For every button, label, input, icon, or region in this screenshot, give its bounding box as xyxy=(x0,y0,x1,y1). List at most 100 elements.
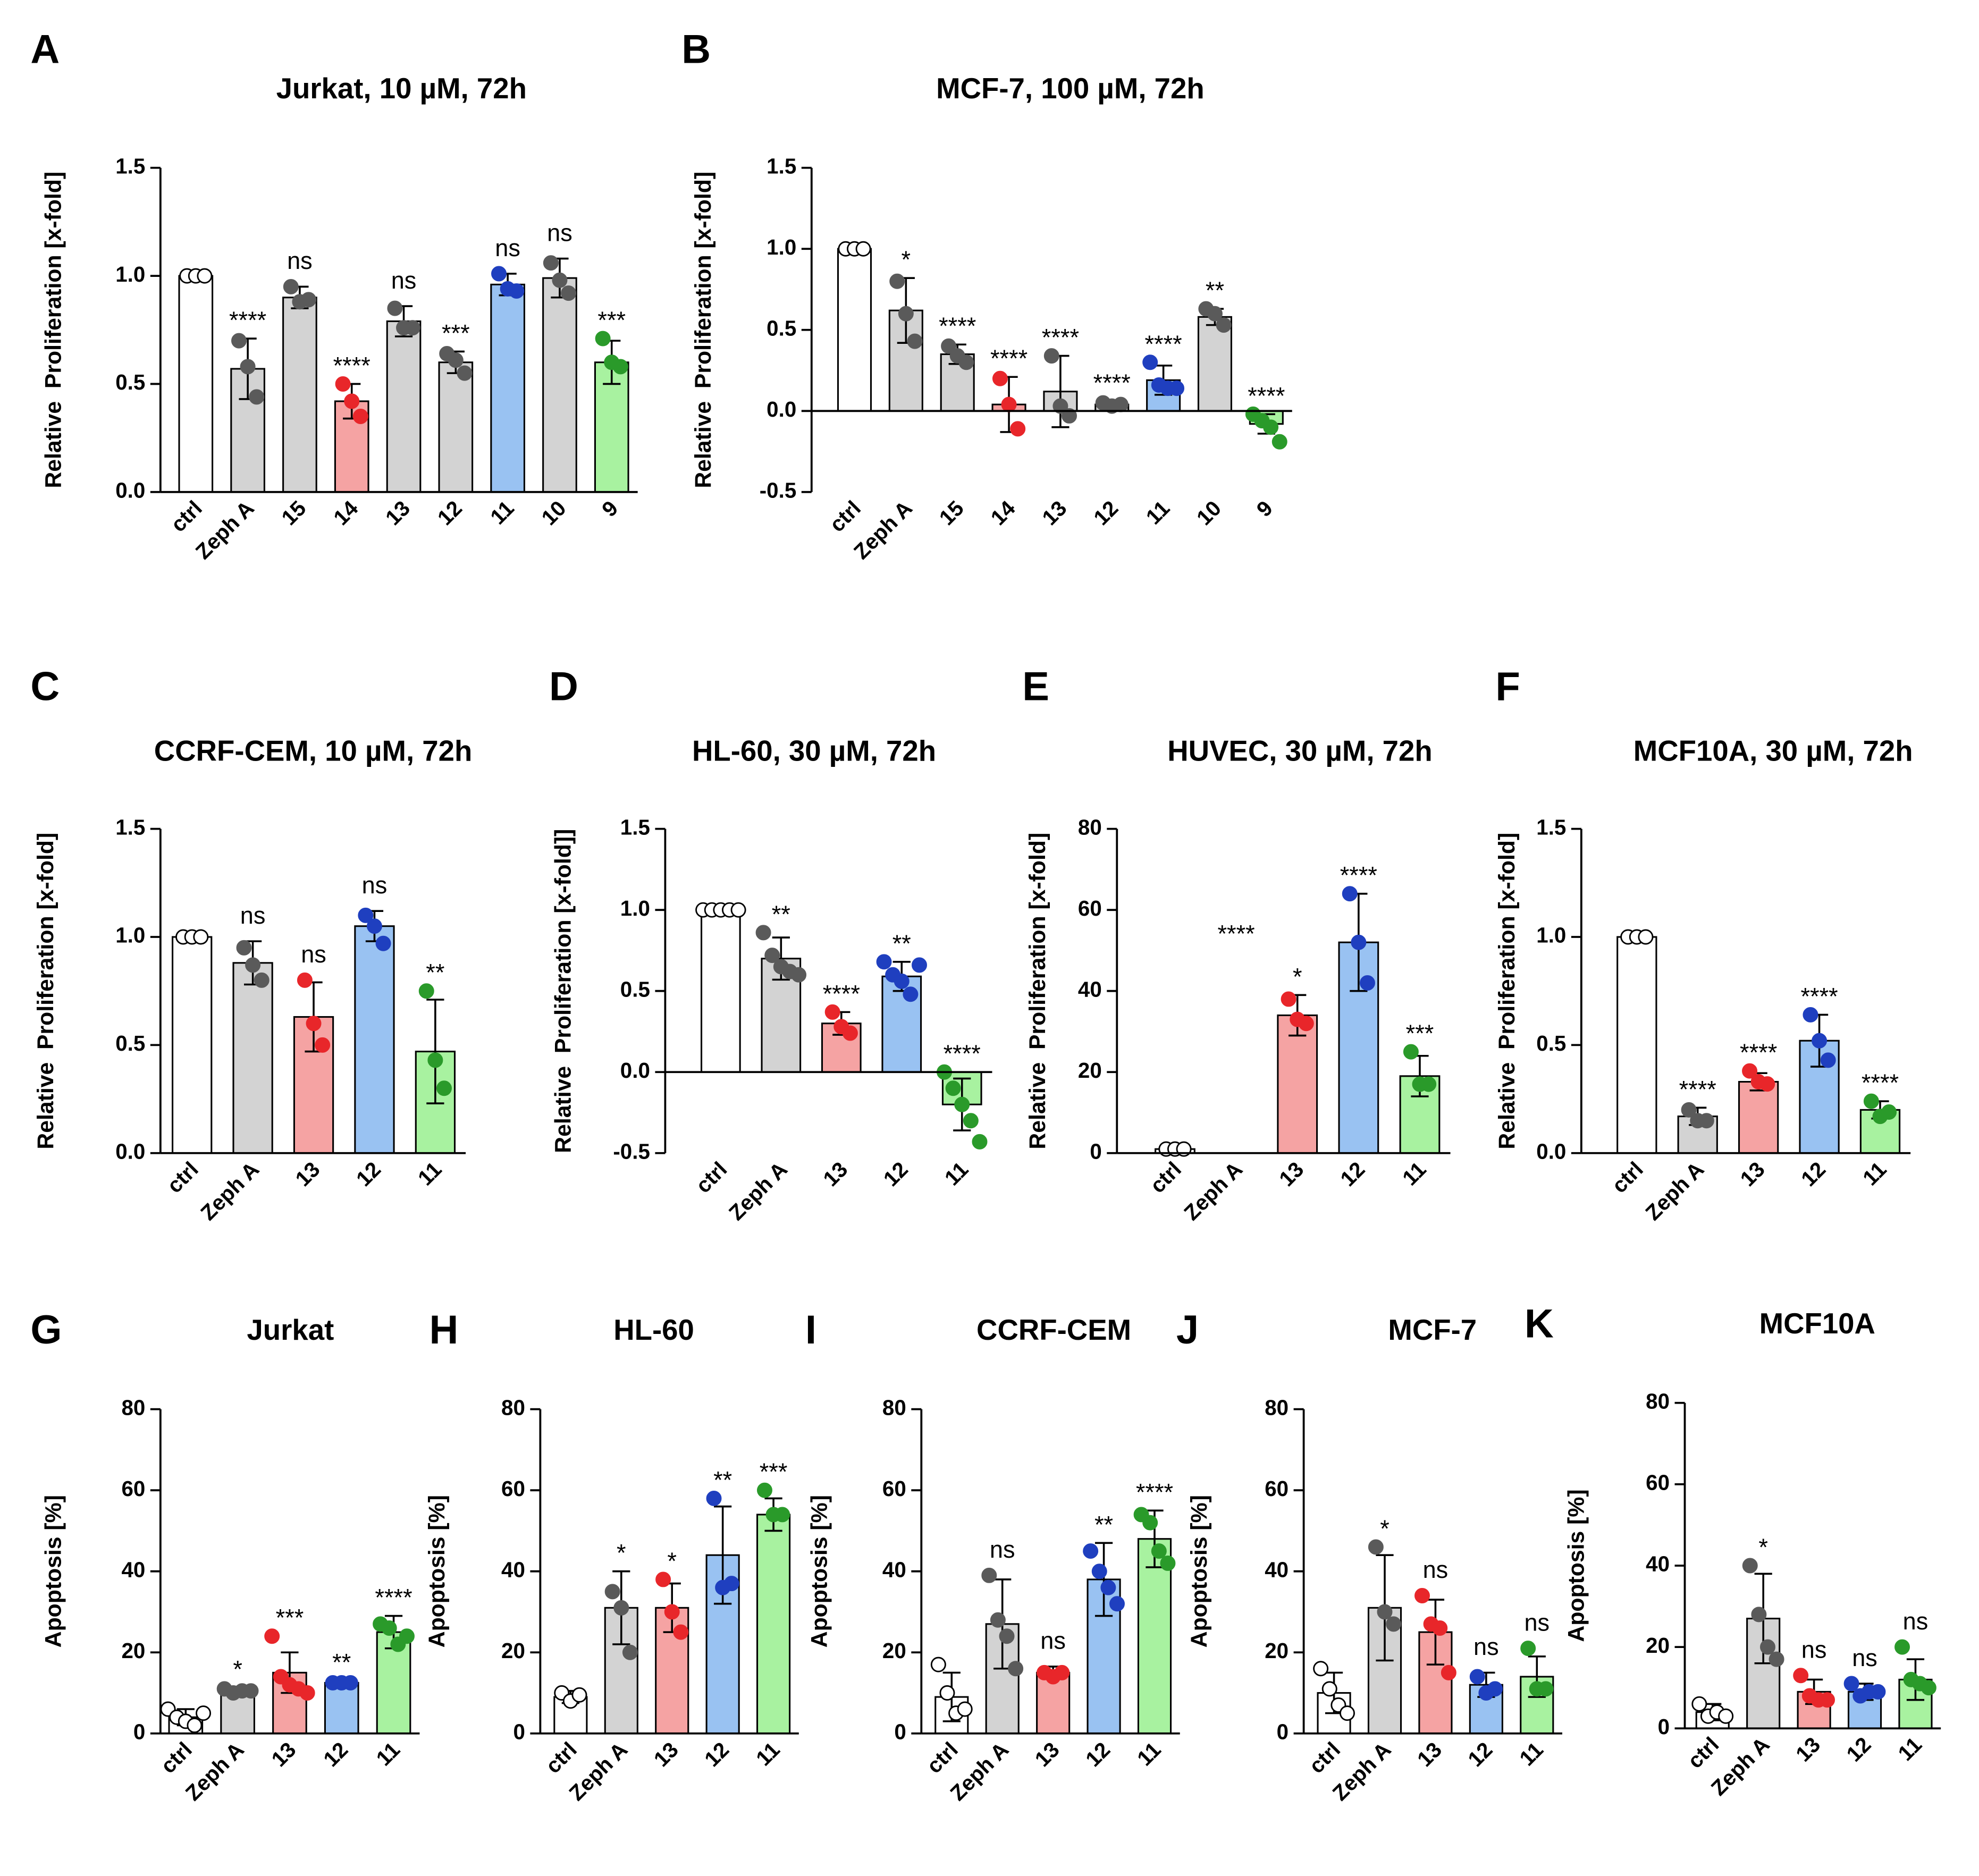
category-label: 10 xyxy=(536,496,570,530)
data-point xyxy=(992,370,1008,386)
category-label: 14 xyxy=(329,495,363,530)
data-point xyxy=(1054,1664,1070,1680)
y-tick-label: 1.0 xyxy=(115,262,145,286)
y-tick-label: 0 xyxy=(894,1719,906,1744)
significance-label: ** xyxy=(892,930,911,957)
category-label: 12 xyxy=(1081,1737,1115,1771)
y-axis-label: Relative Proliferation [x-fold]] xyxy=(550,829,576,1153)
y-tick-label: 40 xyxy=(121,1557,145,1582)
data-point xyxy=(791,967,807,983)
y-tick-label: 20 xyxy=(121,1638,145,1663)
data-point xyxy=(236,940,252,956)
panel-letter: A xyxy=(30,27,60,72)
data-point xyxy=(945,1080,961,1096)
data-point xyxy=(1820,1052,1836,1068)
category-label: 12 xyxy=(1089,496,1123,530)
data-point xyxy=(381,1620,397,1636)
bar xyxy=(756,1514,791,1735)
significance-label: ** xyxy=(426,959,444,986)
significance-label: ns xyxy=(1524,1609,1549,1636)
category-label: 12 xyxy=(351,1157,385,1191)
data-point xyxy=(1207,306,1223,322)
panel-letter: I xyxy=(805,1307,816,1353)
data-point xyxy=(1010,421,1026,437)
data-point xyxy=(889,273,905,289)
y-tick-label: 40 xyxy=(1646,1552,1670,1576)
data-point xyxy=(1113,396,1129,412)
category-label: 13 xyxy=(381,496,415,530)
category-label: 13 xyxy=(818,1157,852,1191)
data-point xyxy=(1793,1668,1809,1684)
data-point xyxy=(1698,1113,1714,1129)
data-point xyxy=(1043,348,1059,364)
y-axis-label: Relative Proliferation [x-fold] xyxy=(1494,833,1520,1150)
y-tick-label: 1.0 xyxy=(767,235,796,259)
data-point xyxy=(344,393,360,409)
data-point xyxy=(1109,1596,1125,1612)
category-label: 12 xyxy=(318,1737,352,1771)
significance-label: **** xyxy=(1136,1478,1173,1506)
data-point xyxy=(457,365,473,381)
data-point xyxy=(764,948,780,964)
data-point xyxy=(264,1628,280,1644)
category-label: 12 xyxy=(700,1737,734,1771)
data-point xyxy=(1281,991,1296,1007)
data-point xyxy=(903,986,919,1002)
data-point xyxy=(187,1718,203,1733)
y-tick-label: 60 xyxy=(1078,896,1102,920)
data-point xyxy=(723,1576,739,1592)
data-point xyxy=(197,268,213,284)
category-label: 13 xyxy=(1030,1737,1064,1771)
data-point xyxy=(898,306,914,322)
data-point xyxy=(254,972,270,988)
y-tick-label: 20 xyxy=(1646,1633,1670,1658)
chart-title: Jurkat xyxy=(247,1314,334,1346)
significance-label: ns xyxy=(495,234,520,261)
category-label: ctrl xyxy=(156,1737,197,1778)
bar xyxy=(837,248,872,412)
y-tick-label: 1.0 xyxy=(1536,923,1566,948)
category-label: 11 xyxy=(751,1737,785,1771)
category-label: 13 xyxy=(290,1157,324,1191)
data-point xyxy=(664,1604,680,1620)
data-point xyxy=(387,300,403,316)
data-point xyxy=(604,1584,620,1600)
y-tick-label: -0.5 xyxy=(613,1139,650,1163)
significance-label: **** xyxy=(1145,331,1182,358)
bar xyxy=(438,361,474,493)
data-point xyxy=(954,1096,970,1112)
significance-label: **** xyxy=(375,1584,412,1611)
data-point xyxy=(999,1628,1015,1644)
data-point xyxy=(358,907,374,923)
bar xyxy=(1799,1040,1840,1154)
data-point xyxy=(366,918,382,934)
y-axis-label: Relative Proliferation [x-fold] xyxy=(40,172,66,488)
category-label: 11 xyxy=(1397,1157,1431,1190)
data-point xyxy=(1160,1555,1176,1571)
category-label: 12 xyxy=(1463,1737,1497,1771)
data-point xyxy=(1759,1076,1775,1092)
data-point xyxy=(912,957,927,973)
data-point xyxy=(612,359,628,375)
significance-label: **** xyxy=(944,1040,981,1067)
category-label: Zeph A xyxy=(191,496,259,564)
data-point xyxy=(1769,1651,1784,1667)
significance-label: ** xyxy=(713,1466,732,1493)
y-tick-label: 20 xyxy=(1078,1058,1102,1083)
data-point xyxy=(342,1675,358,1691)
significance-label: **** xyxy=(1740,1039,1777,1066)
y-tick-label: 0.5 xyxy=(620,977,650,1001)
data-point xyxy=(1432,1620,1448,1636)
y-tick-label: 1.5 xyxy=(767,154,796,178)
significance-label: * xyxy=(1758,1534,1768,1561)
chart-title: MCF10A, 30 µM, 72h xyxy=(1633,734,1913,767)
data-point xyxy=(1812,1033,1828,1049)
y-tick-label: 60 xyxy=(501,1476,525,1501)
chart-title: Jurkat, 10 µM, 72h xyxy=(276,72,527,105)
chart-title: MCF-7 xyxy=(1388,1314,1477,1346)
y-tick-label: 0.5 xyxy=(767,316,796,340)
panel-letter: K xyxy=(1525,1301,1554,1346)
bar xyxy=(282,297,317,493)
category-label: 11 xyxy=(940,1157,973,1190)
